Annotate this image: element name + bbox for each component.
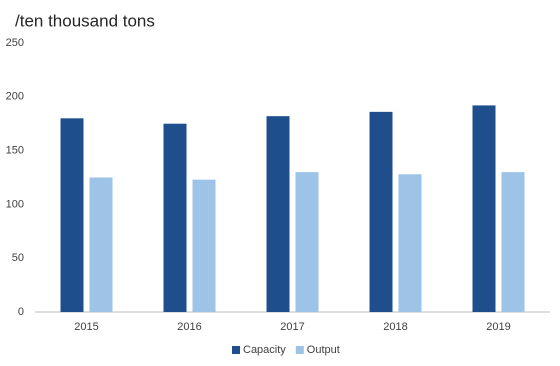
y-tick-label: 50: [12, 252, 24, 264]
x-tick-label: 2016: [177, 321, 201, 333]
legend-swatch: [232, 346, 240, 354]
chart-title: /ten thousand tons: [15, 11, 155, 30]
x-tick-label: 2017: [280, 321, 304, 333]
bar: [192, 179, 216, 312]
bar: [89, 177, 113, 312]
x-tick-label: 2019: [486, 321, 510, 333]
legend-label: Output: [307, 344, 340, 356]
y-tick-label: 150: [6, 145, 24, 157]
bar: [501, 172, 525, 312]
bar: [398, 174, 422, 312]
bar: [60, 118, 84, 312]
legend-swatch: [295, 346, 304, 354]
bar: [266, 116, 290, 312]
bar: [472, 105, 496, 313]
bar: [369, 111, 393, 312]
x-tick-label: 2015: [74, 321, 98, 333]
legend-label: Capacity: [243, 344, 286, 356]
y-tick-label: 100: [6, 198, 24, 210]
y-tick-label: 250: [6, 37, 24, 49]
y-tick-label: 0: [18, 306, 24, 318]
y-tick-label: 200: [6, 91, 24, 103]
x-tick-label: 2018: [383, 321, 407, 333]
bar: [295, 172, 319, 312]
bar: [163, 123, 187, 312]
